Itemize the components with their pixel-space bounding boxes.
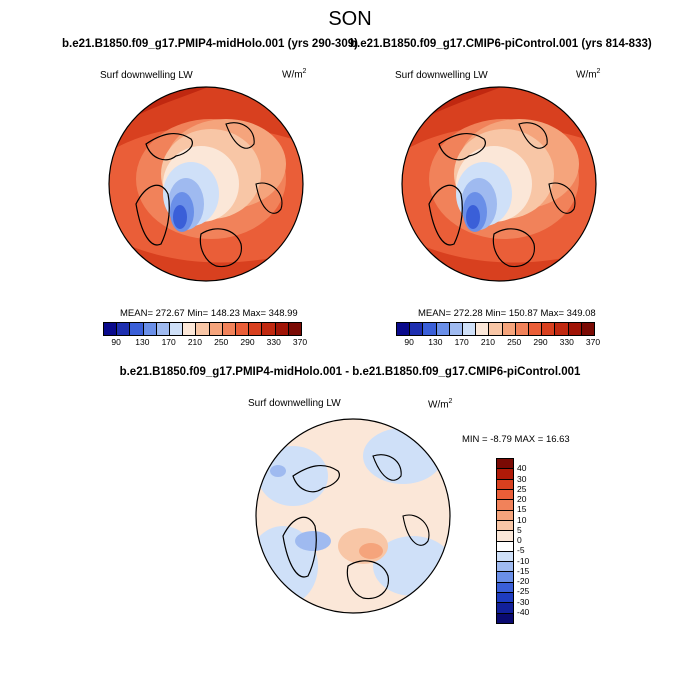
colorbar-swatch	[170, 323, 184, 335]
colorbar-tick-label: 170	[161, 337, 176, 347]
colorbar-swatch	[542, 323, 556, 335]
colorbar-tick-label: 290	[240, 337, 255, 347]
colorbar-tick-label: 90	[111, 337, 121, 347]
colorbar-tick-label: -20	[517, 576, 530, 586]
colorbar-swatch	[497, 510, 513, 521]
colorbar-swatch	[222, 323, 237, 335]
colorbar-swatch	[397, 323, 411, 335]
right-panel-title: b.e21.B1850.f09_g17.CMIP6-piControl.001 …	[350, 38, 652, 50]
right-colorbar-ticks: 90 130 170 210 250 290 330 370	[396, 337, 600, 349]
colorbar-swatch	[288, 323, 302, 335]
colorbar-tick-label: 0	[517, 535, 522, 545]
left-variable-label: Surf downwelling LW	[100, 70, 193, 81]
colorbar-swatch	[196, 323, 210, 335]
colorbar-tick-label: 330	[559, 337, 574, 347]
colorbar-tick-label: 130	[135, 337, 150, 347]
diff-stats: MIN = -8.79 MAX = 16.63	[462, 434, 570, 445]
colorbar-swatch	[555, 323, 569, 335]
colorbar-tick-label: 10	[517, 514, 527, 525]
left-polar-map	[108, 86, 304, 282]
diff-polar-map	[255, 418, 451, 614]
right-polar-map	[401, 86, 597, 282]
colorbar-swatch	[497, 541, 513, 552]
colorbar-tick-label: 370	[292, 337, 308, 347]
colorbar-swatch	[497, 479, 513, 490]
colorbar-swatch	[236, 323, 250, 335]
colorbar-tick-label: 40	[517, 463, 527, 474]
left-stats: MEAN= 272.67 Min= 148.23 Max= 348.99	[120, 308, 298, 319]
figure-title: SON	[328, 8, 372, 30]
colorbar-swatch	[423, 323, 437, 335]
colorbar-swatch	[581, 323, 595, 335]
colorbar-swatch	[529, 323, 543, 335]
colorbar-swatch	[262, 323, 276, 335]
colorbar-tick-label: 210	[480, 337, 496, 347]
colorbar-tick-label: -30	[517, 596, 530, 607]
colorbar-swatch	[130, 323, 144, 335]
colorbar-tick-label: 250	[507, 337, 522, 347]
colorbar-tick-label: 15	[517, 504, 527, 515]
colorbar-swatch	[497, 459, 513, 470]
left-panel-title: b.e21.B1850.f09_g17.PMIP4-midHolo.001 (y…	[62, 38, 358, 50]
left-colorbar	[103, 322, 302, 336]
colorbar-swatch	[497, 469, 513, 480]
colorbar-swatch	[104, 323, 118, 335]
colorbar-swatch	[497, 582, 513, 594]
colorbar-tick-label: -40	[517, 606, 530, 617]
colorbar-swatch	[209, 323, 223, 335]
colorbar-swatch	[117, 323, 131, 335]
colorbar-swatch	[249, 323, 263, 335]
colorbar-swatch	[497, 551, 513, 563]
colorbar-swatch	[497, 593, 513, 604]
colorbar-swatch	[497, 500, 513, 511]
diff-colorbar-ticks: 40 30 25 20 15 10 5 0 -5 -10 -15 -20 -25 -30 -40	[517, 458, 547, 622]
colorbar-swatch	[497, 520, 513, 532]
colorbar-swatch	[156, 323, 171, 335]
diff-variable-label: Surf downwelling LW	[248, 398, 341, 409]
diff-units: W/m2	[428, 398, 453, 411]
colorbar-swatch	[489, 323, 503, 335]
colorbar-tick-label: -25	[517, 586, 530, 597]
colorbar-swatch	[568, 323, 582, 335]
colorbar-tick-label: 130	[428, 337, 443, 347]
colorbar-swatch	[183, 323, 197, 335]
colorbar-tick-label: -5	[517, 545, 525, 556]
colorbar-tick-label: 25	[517, 483, 527, 494]
colorbar-tick-label: -15	[517, 565, 530, 576]
colorbar-tick-label: 250	[214, 337, 229, 347]
colorbar-tick-label: 5	[517, 524, 522, 535]
colorbar-swatch	[436, 323, 450, 335]
colorbar-tick-label: 210	[187, 337, 203, 347]
colorbar-swatch	[515, 323, 530, 335]
colorbar-swatch	[502, 323, 516, 335]
colorbar-swatch	[497, 531, 513, 542]
left-colorbar-ticks: 90 130 170 210 250 290 330 370	[103, 337, 307, 349]
colorbar-tick-label: 20	[517, 494, 527, 504]
colorbar-swatch	[410, 323, 424, 335]
colorbar-tick-label: 290	[533, 337, 548, 347]
right-units: W/m2	[576, 68, 601, 81]
colorbar-swatch	[476, 323, 490, 335]
colorbar-swatch	[497, 572, 513, 583]
colorbar-swatch	[449, 323, 464, 335]
right-variable-label: Surf downwelling LW	[395, 70, 488, 81]
right-colorbar	[396, 322, 595, 336]
colorbar-swatch	[497, 489, 513, 501]
colorbar-swatch	[275, 323, 289, 335]
diff-colorbar	[496, 458, 514, 624]
colorbar-tick-label: 30	[517, 473, 527, 484]
colorbar-tick-label: 170	[454, 337, 469, 347]
colorbar-swatch	[497, 562, 513, 573]
difference-title: b.e21.B1850.f09_g17.PMIP4-midHolo.001 - …	[119, 366, 581, 378]
right-stats: MEAN= 272.28 Min= 150.87 Max= 349.08	[418, 308, 596, 319]
left-units: W/m2	[282, 68, 307, 81]
colorbar-tick-label: 90	[404, 337, 414, 347]
colorbar-tick-label: 370	[585, 337, 601, 347]
colorbar-swatch	[497, 603, 513, 614]
colorbar-swatch	[143, 323, 157, 335]
colorbar-tick-label: -10	[517, 555, 530, 566]
colorbar-swatch	[463, 323, 477, 335]
colorbar-swatch	[497, 613, 513, 623]
colorbar-tick-label: 330	[266, 337, 281, 347]
